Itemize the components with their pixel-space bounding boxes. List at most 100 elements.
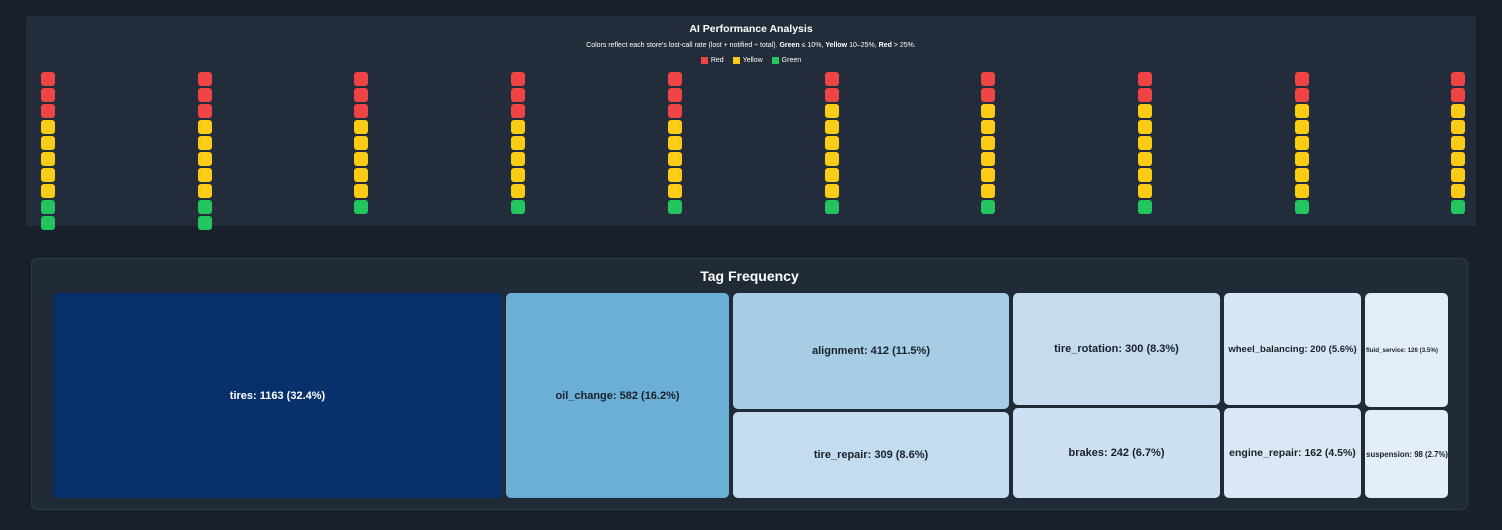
status-square-red[interactable] <box>667 104 682 118</box>
treemap-cell-engine-repair[interactable]: engine_repair: 162 (4.5%) <box>1224 408 1361 498</box>
status-square-red[interactable] <box>1451 72 1466 86</box>
status-square-red[interactable] <box>354 104 369 118</box>
status-square-yellow[interactable] <box>1451 152 1466 166</box>
status-square-yellow[interactable] <box>667 152 682 166</box>
status-square-red[interactable] <box>197 104 212 118</box>
legend-item-green[interactable]: Green <box>771 57 801 64</box>
status-square-yellow[interactable] <box>1451 120 1466 134</box>
status-square-red[interactable] <box>354 72 369 86</box>
status-square-yellow[interactable] <box>824 184 839 198</box>
status-square-red[interactable] <box>667 72 682 86</box>
status-square-green[interactable] <box>981 200 996 214</box>
status-square-yellow[interactable] <box>667 184 682 198</box>
treemap-cell-oil-change[interactable]: oil_change: 582 (16.2%) <box>506 293 729 498</box>
treemap-cell-brakes[interactable]: brakes: 242 (6.7%) <box>1013 408 1220 498</box>
status-square-yellow[interactable] <box>197 136 212 150</box>
status-square-red[interactable] <box>41 88 55 102</box>
status-square-yellow[interactable] <box>981 104 996 118</box>
status-square-red[interactable] <box>41 72 55 86</box>
status-square-red[interactable] <box>981 72 996 86</box>
status-square-red[interactable] <box>667 88 682 102</box>
treemap-cell-tire-repair[interactable]: tire_repair: 309 (8.6%) <box>733 412 1009 498</box>
status-square-green[interactable] <box>197 200 212 214</box>
status-square-yellow[interactable] <box>1137 168 1152 182</box>
status-square-yellow[interactable] <box>41 152 55 166</box>
status-square-green[interactable] <box>197 216 212 230</box>
status-square-yellow[interactable] <box>354 136 369 150</box>
status-square-green[interactable] <box>667 200 682 214</box>
status-square-yellow[interactable] <box>1137 120 1152 134</box>
legend-item-yellow[interactable]: Yellow <box>732 57 763 64</box>
treemap-cell-suspension[interactable]: suspension: 98 (2.7%) <box>1365 410 1448 498</box>
status-square-yellow[interactable] <box>824 104 839 118</box>
status-square-yellow[interactable] <box>667 168 682 182</box>
status-square-green[interactable] <box>1137 200 1152 214</box>
status-square-red[interactable] <box>981 88 996 102</box>
status-square-yellow[interactable] <box>1294 136 1309 150</box>
status-square-yellow[interactable] <box>511 184 526 198</box>
status-square-yellow[interactable] <box>1451 104 1466 118</box>
status-square-yellow[interactable] <box>197 168 212 182</box>
status-square-yellow[interactable] <box>981 184 996 198</box>
status-square-yellow[interactable] <box>981 120 996 134</box>
status-square-yellow[interactable] <box>41 184 55 198</box>
status-square-yellow[interactable] <box>41 120 55 134</box>
status-square-red[interactable] <box>354 88 369 102</box>
status-square-yellow[interactable] <box>1137 152 1152 166</box>
status-square-yellow[interactable] <box>1137 104 1152 118</box>
treemap-cell-fluid-service[interactable]: fluid_service: 126 (3.5%) <box>1365 293 1448 407</box>
status-square-green[interactable] <box>354 200 369 214</box>
treemap-cell-tire-rotation[interactable]: tire_rotation: 300 (8.3%) <box>1013 293 1220 405</box>
status-square-yellow[interactable] <box>197 184 212 198</box>
status-square-yellow[interactable] <box>511 168 526 182</box>
status-square-yellow[interactable] <box>1137 184 1152 198</box>
status-square-red[interactable] <box>824 88 839 102</box>
status-square-yellow[interactable] <box>197 120 212 134</box>
status-square-yellow[interactable] <box>1294 184 1309 198</box>
status-square-yellow[interactable] <box>197 152 212 166</box>
treemap-cell-alignment[interactable]: alignment: 412 (11.5%) <box>733 293 1009 409</box>
status-square-red[interactable] <box>1137 72 1152 86</box>
status-square-yellow[interactable] <box>354 120 369 134</box>
status-square-yellow[interactable] <box>824 136 839 150</box>
status-square-green[interactable] <box>41 200 55 214</box>
status-square-yellow[interactable] <box>354 184 369 198</box>
status-square-red[interactable] <box>511 88 526 102</box>
status-square-yellow[interactable] <box>824 120 839 134</box>
status-square-yellow[interactable] <box>824 152 839 166</box>
status-square-red[interactable] <box>1451 88 1466 102</box>
status-square-green[interactable] <box>824 200 839 214</box>
status-square-yellow[interactable] <box>41 136 55 150</box>
status-square-red[interactable] <box>511 72 526 86</box>
status-square-yellow[interactable] <box>1451 184 1466 198</box>
status-square-yellow[interactable] <box>1294 104 1309 118</box>
treemap-cell-wheel-balancing[interactable]: wheel_balancing: 200 (5.6%) <box>1224 293 1361 405</box>
status-square-yellow[interactable] <box>1137 136 1152 150</box>
status-square-red[interactable] <box>197 72 212 86</box>
status-square-yellow[interactable] <box>1451 168 1466 182</box>
status-square-yellow[interactable] <box>981 168 996 182</box>
status-square-yellow[interactable] <box>1451 136 1466 150</box>
treemap-cell-tires[interactable]: tires: 1163 (32.4%) <box>53 293 502 498</box>
status-square-green[interactable] <box>1294 200 1309 214</box>
status-square-yellow[interactable] <box>981 152 996 166</box>
status-square-red[interactable] <box>511 104 526 118</box>
status-square-yellow[interactable] <box>981 136 996 150</box>
status-square-yellow[interactable] <box>511 152 526 166</box>
status-square-yellow[interactable] <box>511 136 526 150</box>
status-square-yellow[interactable] <box>354 152 369 166</box>
status-square-yellow[interactable] <box>41 168 55 182</box>
status-square-yellow[interactable] <box>667 136 682 150</box>
status-square-green[interactable] <box>41 216 55 230</box>
status-square-green[interactable] <box>1451 200 1466 214</box>
status-square-red[interactable] <box>1294 72 1309 86</box>
status-square-yellow[interactable] <box>1294 152 1309 166</box>
status-square-yellow[interactable] <box>354 168 369 182</box>
status-square-red[interactable] <box>1137 88 1152 102</box>
status-square-red[interactable] <box>1294 88 1309 102</box>
status-square-yellow[interactable] <box>824 168 839 182</box>
status-square-yellow[interactable] <box>667 120 682 134</box>
legend-item-red[interactable]: Red <box>700 57 724 64</box>
status-square-yellow[interactable] <box>1294 120 1309 134</box>
status-square-yellow[interactable] <box>1294 168 1309 182</box>
